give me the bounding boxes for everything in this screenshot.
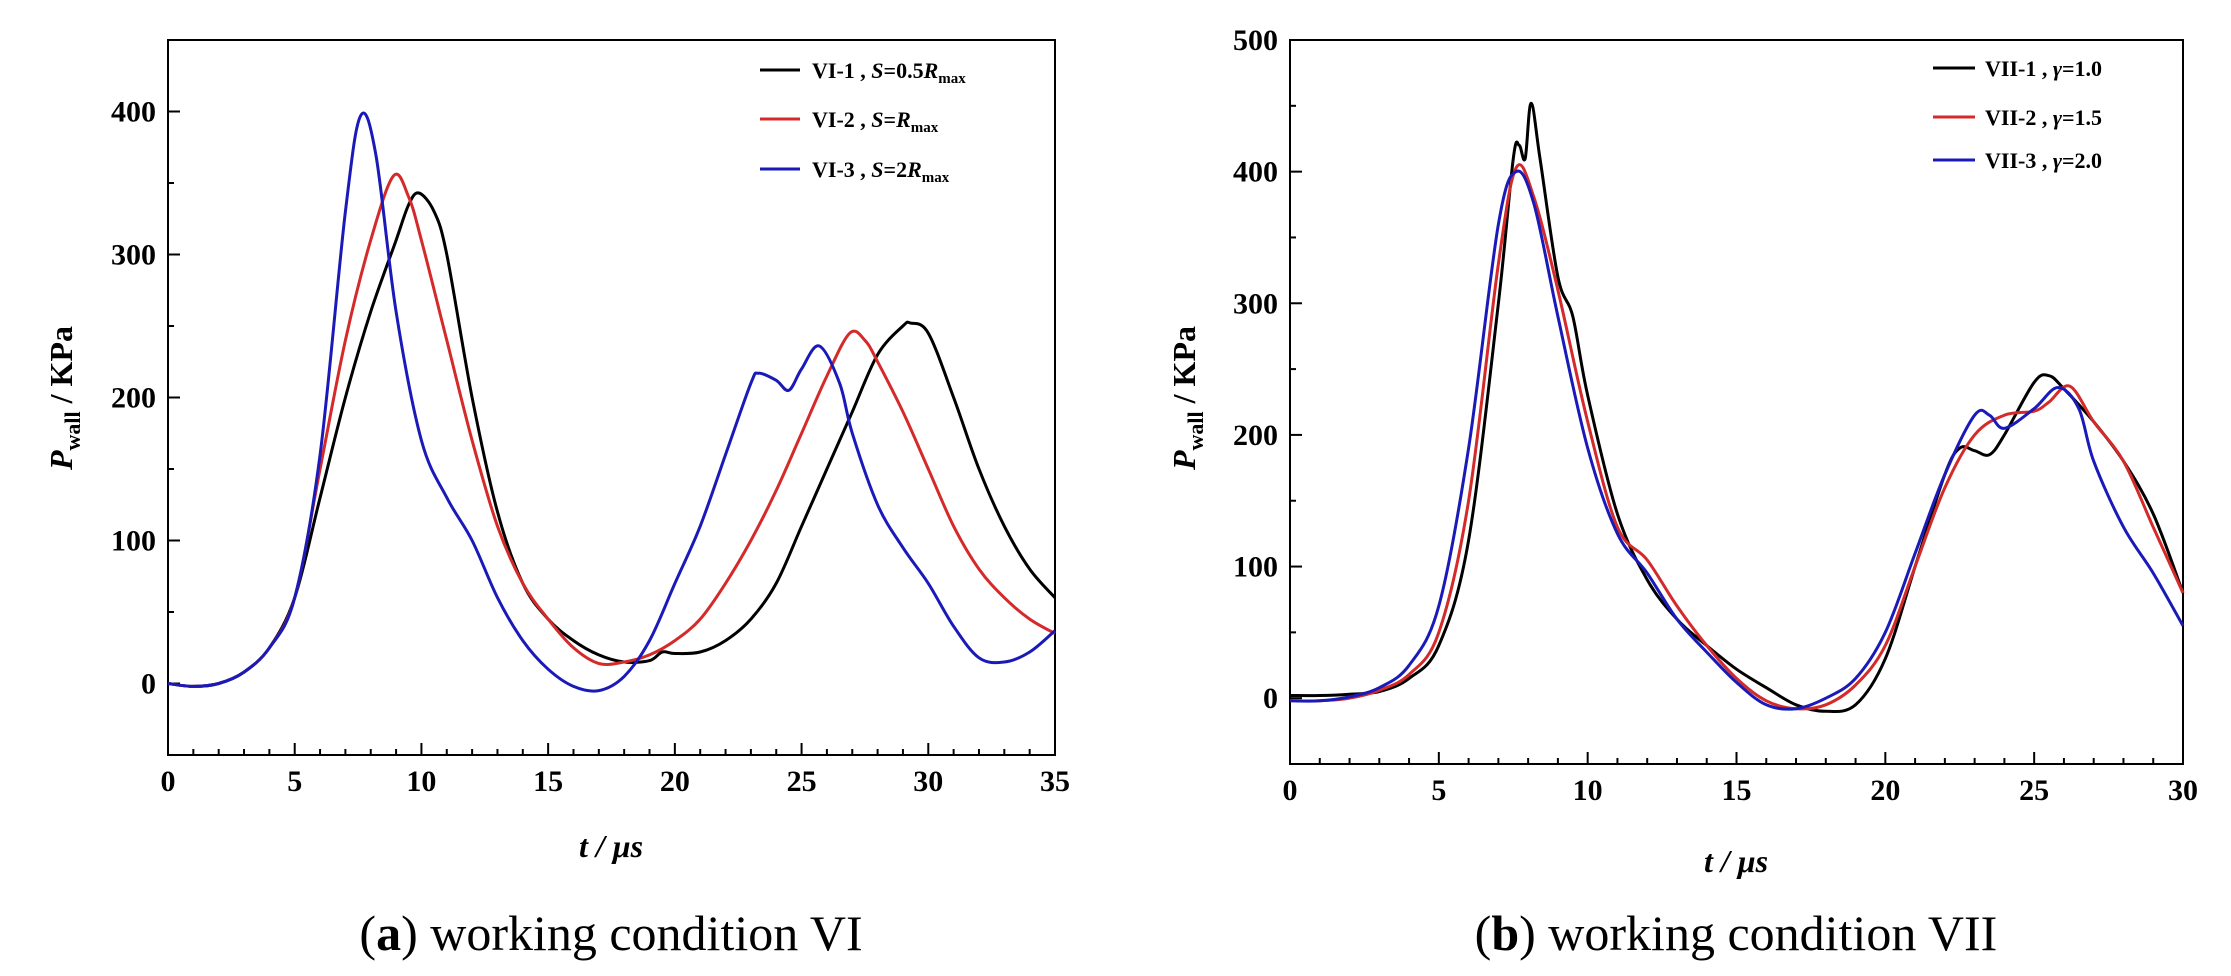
y-axis-title-a-main: P [43, 450, 79, 471]
chart-panel-a: 0 5 10 15 20 25 30 35 0 100 200 300 400 t / μs Pwall… [43, 39, 1070, 961]
series-line-vi-2 [167, 172, 1056, 688]
y-axis-title-a-sub: wall [60, 411, 85, 450]
y-tick-label-b: 300 [1233, 287, 1278, 320]
y-tick-label-a: 0 [141, 668, 156, 701]
x-axis-title-b: t / μs [1704, 843, 1768, 879]
legend-a: VI-1 , S=0.5Rmax VI-2 , S=Rmax VI-3 , S=… [760, 58, 966, 186]
y-tick-label-a: 100 [111, 525, 156, 558]
x-tick-label-a: 15 [533, 765, 563, 798]
y-axis-title-a: Pwall / KPa [43, 326, 85, 471]
series-line-vii-1 [1289, 101, 2185, 714]
x-tick-label-b: 30 [2168, 774, 2198, 807]
x-tick-label-b: 25 [2019, 774, 2049, 807]
x-tick-label-b: 5 [1431, 774, 1446, 807]
legend-label-vii-3: VII-3 , γ=2.0 [1985, 148, 2102, 173]
y-tick-label-a: 200 [111, 382, 156, 415]
series-line-vii-3 [1289, 169, 2185, 711]
series-line-vi-1 [167, 191, 1057, 688]
ticks-a: 0 5 10 15 20 25 30 35 0 100 200 300 400 [111, 39, 1070, 798]
x-tick-label-a: 10 [406, 765, 436, 798]
y-tick-label-b: 200 [1233, 419, 1278, 452]
x-tick-label-b: 0 [1283, 774, 1298, 807]
caption-b: (b) working condition VII [1475, 905, 1998, 961]
y-axis-title-b-rest: / KPa [1166, 326, 1202, 411]
y-axis-title-b-sub: wall [1183, 411, 1208, 450]
y-axis-title-b: Pwall / KPa [1166, 326, 1208, 471]
legend-label-vi-1: VI-1 , S=0.5Rmax [812, 58, 966, 87]
series-lines-a [167, 111, 1057, 693]
x-axis-title-a: t / μs [579, 828, 643, 864]
x-tick-label-a: 25 [787, 765, 817, 798]
y-axis-title-b-main: P [1166, 450, 1202, 471]
legend-label-vi-2: VI-2 , S=Rmax [812, 107, 939, 136]
legend-label-vi-3: VI-3 , S=2Rmax [812, 157, 950, 186]
y-tick-label-b: 400 [1233, 156, 1278, 189]
y-tick-label-b: 0 [1263, 682, 1278, 715]
legend-b: VII-1 , γ=1.0 VII-2 , γ=1.5 VII-3 , γ=2.… [1933, 56, 2102, 173]
caption-a: (a) working condition VI [359, 905, 862, 961]
series-lines-b [1289, 101, 2185, 714]
x-tick-label-a: 0 [161, 765, 176, 798]
y-tick-label-a: 400 [111, 96, 156, 129]
plot-frame-a [167, 39, 1056, 756]
series-line-vi-3 [167, 111, 1056, 693]
x-tick-label-a: 30 [913, 765, 943, 798]
legend-label-vii-2: VII-2 , γ=1.5 [1985, 105, 2102, 130]
y-tick-label-b: 500 [1233, 24, 1278, 57]
x-tick-label-a: 5 [287, 765, 302, 798]
x-tick-label-b: 10 [1573, 774, 1603, 807]
x-tick-label-b: 15 [1722, 774, 1752, 807]
series-line-vii-2 [1289, 163, 2185, 711]
y-axis-title-a-rest: / KPa [43, 326, 79, 411]
y-tick-label-a: 300 [111, 239, 156, 272]
x-tick-label-b: 20 [1870, 774, 1900, 807]
x-tick-label-a: 20 [660, 765, 690, 798]
plot-area-a: 0 5 10 15 20 25 30 35 0 100 200 300 400 [111, 39, 1070, 798]
x-tick-label-a: 35 [1040, 765, 1070, 798]
legend-label-vii-1: VII-1 , γ=1.0 [1985, 56, 2102, 81]
y-tick-label-b: 100 [1233, 551, 1278, 584]
